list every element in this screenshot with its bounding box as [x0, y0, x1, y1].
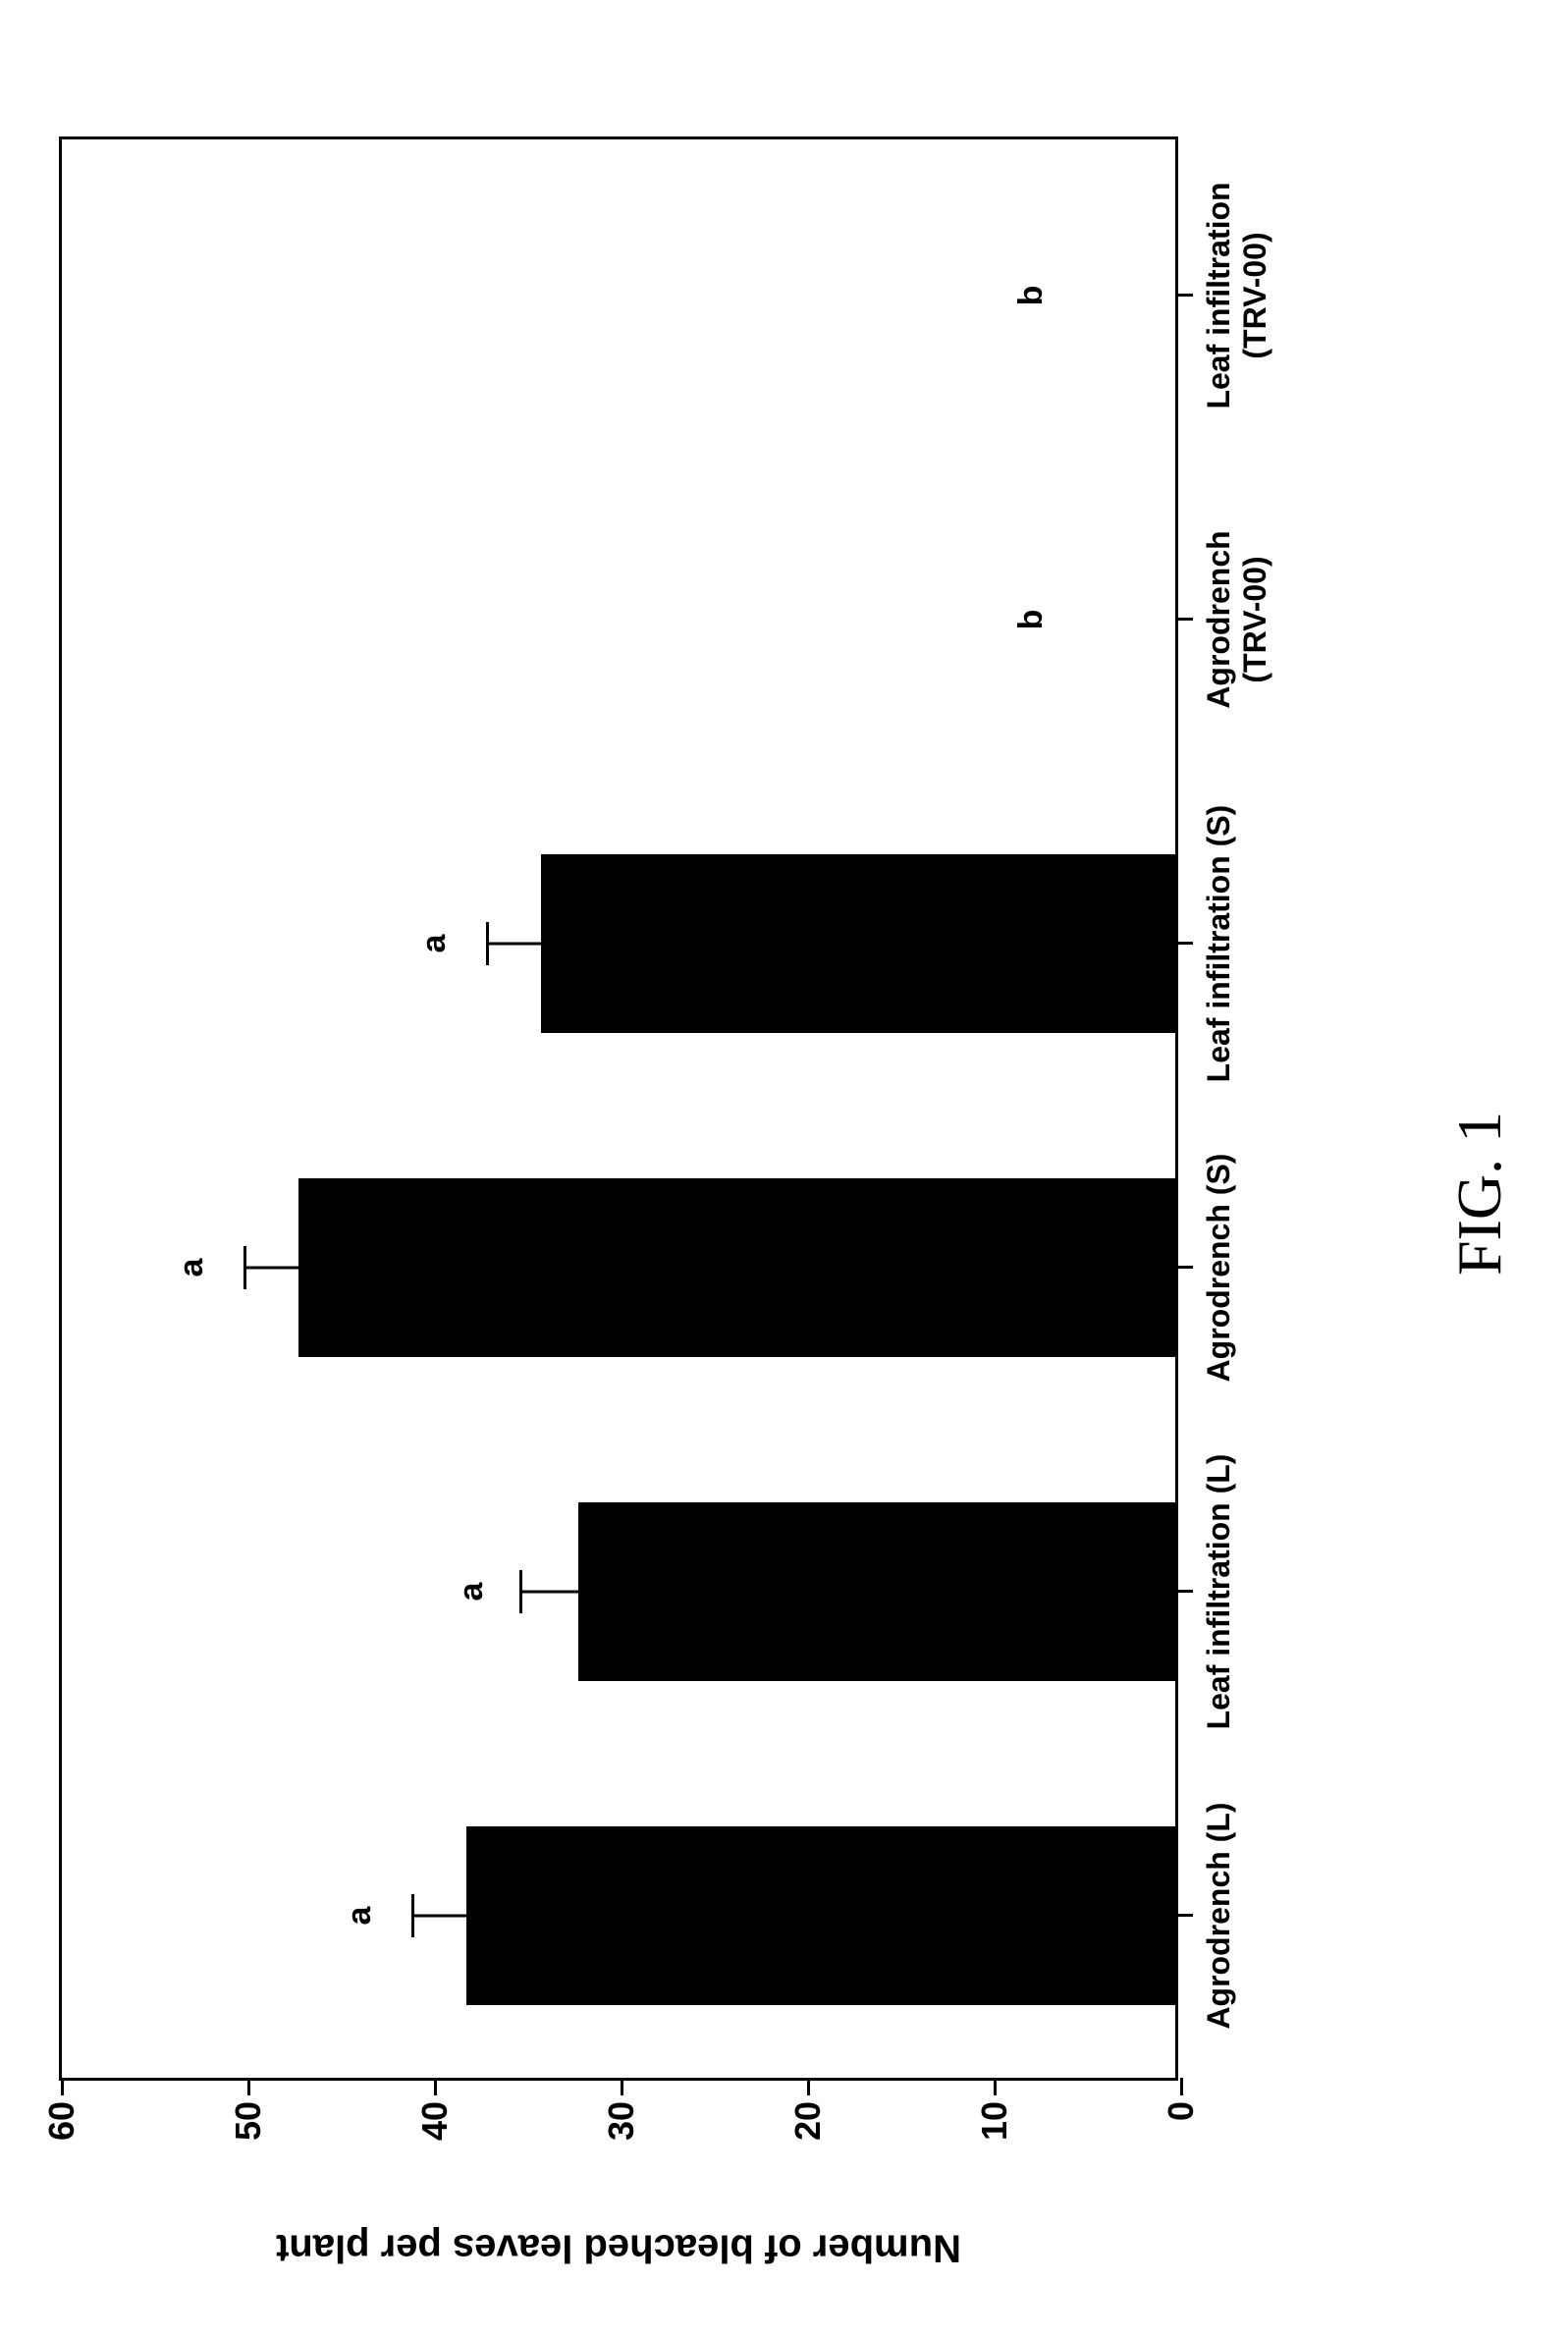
y-axis-tick [434, 2078, 437, 2095]
y-axis-tick-label: 40 [414, 2101, 456, 2141]
error-bar-cap [486, 922, 489, 965]
x-axis-tick [1175, 1591, 1193, 1594]
x-axis-tick [1175, 943, 1193, 946]
x-axis-tick-label: Leaf infiltration (S) [1201, 805, 1237, 1083]
y-axis-tick-label: 50 [228, 2101, 269, 2141]
x-axis-tick-label: Leaf infiltration (L) [1201, 1454, 1237, 1730]
y-axis-tick [247, 2078, 250, 2095]
error-bar-cap [519, 1570, 522, 1613]
x-axis-tick-label: Agrodrench (S) [1201, 1154, 1237, 1383]
x-axis-tick-label: Agrodrench (TRV-00) [1201, 530, 1273, 708]
y-axis-title: Number of bleached leaves per plant [276, 2226, 961, 2270]
y-axis-tick-label: 10 [974, 2101, 1015, 2141]
significance-letter: a [415, 935, 454, 953]
y-axis-tick [61, 2078, 64, 2095]
significance-letter: a [173, 1259, 211, 1277]
error-bar-cap [243, 1246, 246, 1289]
error-bar-stem [487, 943, 547, 946]
bar [466, 1826, 1175, 2005]
y-axis-tick-label: 30 [601, 2101, 642, 2141]
significance-letter: b [1012, 610, 1051, 630]
x-axis-tick [1175, 1915, 1193, 1918]
bar [541, 854, 1175, 1033]
y-axis-tick [1180, 2078, 1183, 2095]
y-axis-tick-label: 0 [1161, 2101, 1202, 2121]
significance-letter: b [1012, 286, 1051, 306]
bar [298, 1178, 1175, 1357]
y-axis-tick-label: 20 [787, 2101, 829, 2141]
x-axis-tick [1175, 295, 1193, 298]
error-bar-stem [520, 1591, 584, 1594]
x-axis-tick-label: Agrodrench (L) [1201, 1802, 1237, 2029]
x-axis-tick [1175, 619, 1193, 622]
error-bar-stem [244, 1267, 304, 1270]
error-bar-cap [411, 1894, 414, 1937]
significance-letter: a [341, 1907, 379, 1926]
significance-letter: a [453, 1583, 491, 1602]
figure-caption: FIG. 1 [1443, 1112, 1516, 1276]
y-axis-tick [994, 2078, 997, 2095]
y-axis-tick [621, 2078, 623, 2095]
error-bar-stem [412, 1915, 472, 1918]
y-axis-tick [807, 2078, 810, 2095]
bar [578, 1502, 1175, 1681]
y-axis-tick-label: 60 [41, 2101, 82, 2141]
x-axis-tick [1175, 1267, 1193, 1270]
x-axis-tick-label: Leaf infiltration (TRV-00) [1201, 182, 1273, 408]
chart-plot-area: 0102030405060Agrodrench (L)aLeaf infiltr… [59, 136, 1178, 2081]
